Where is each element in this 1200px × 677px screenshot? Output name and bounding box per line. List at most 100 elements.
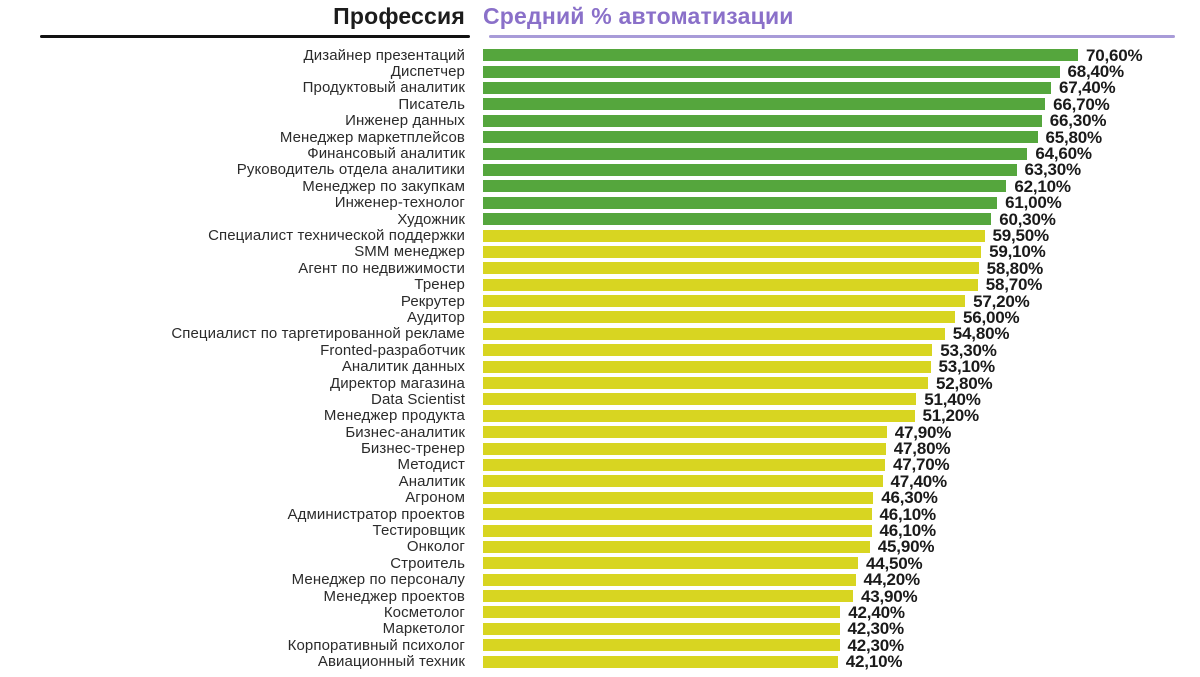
bar-area: 61,00% [483, 194, 1062, 211]
bar [483, 163, 1017, 176]
profession-label: Корпоративный психолог [287, 636, 465, 654]
chart-row: Корпоративный психолог 42,30% [0, 635, 1200, 655]
bar-area: 60,30% [483, 211, 1056, 228]
chart-row: Агент по недвижимости 58,80% [0, 258, 1200, 278]
chart-row: Fronted-разработчик 53,30% [0, 340, 1200, 360]
chart-row: Бизнес-аналитик 47,90% [0, 423, 1200, 441]
bar-area: 68,40% [483, 63, 1124, 80]
bar [483, 458, 885, 471]
profession-label: Инженер данных [345, 112, 465, 130]
value-label: 51,40% [924, 389, 981, 409]
bar-area: 59,10% [483, 243, 1046, 260]
bar-area: 63,30% [483, 161, 1081, 178]
value-label: 58,80% [986, 258, 1044, 278]
bar-area: 70,60% [483, 47, 1143, 64]
bar [483, 213, 992, 226]
value-label: 42,30% [847, 619, 905, 639]
bar-area: 67,40% [483, 78, 1116, 98]
chart-row: Тренер 58,70% [0, 276, 1200, 293]
profession-label: Рекрутер [400, 292, 465, 310]
profession-label: Писатель [398, 95, 465, 113]
bar [483, 344, 933, 357]
chart-row: Онколог 45,90% [0, 538, 1200, 555]
bar-area: 58,70% [483, 276, 1042, 293]
value-label: 53,10% [938, 357, 996, 377]
profession-label: Косметолог [383, 603, 465, 621]
value-label: 59,50% [992, 226, 1050, 245]
bar [483, 65, 1060, 78]
bar [483, 180, 1007, 193]
bar [483, 262, 979, 275]
chart-row: Авиационный техник 42,10% [0, 653, 1200, 671]
profession-label: Авиационный техник [317, 653, 465, 671]
value-label: 59,10% [989, 242, 1046, 262]
bar [483, 360, 931, 373]
chart-row: Специалист по таргетированной рекламе 54,… [0, 324, 1200, 344]
chart-row: SMM менеджер 59,10% [0, 243, 1200, 261]
chart-row: Data Scientist 51,40% [0, 389, 1200, 409]
bar-area: 52,80% [483, 375, 993, 392]
profession-label: Специалист по таргетированной рекламе [171, 325, 465, 343]
bar [483, 475, 883, 488]
bar-area: 42,40% [483, 604, 905, 621]
profession-label: Data Scientist [371, 390, 465, 408]
value-label: 62,10% [1014, 176, 1071, 196]
bar [483, 606, 841, 619]
chart-row: Дизайнер презентаций 70,60% [0, 47, 1200, 64]
column-header-profession: Профессия [333, 3, 465, 29]
value-label: 44,20% [863, 570, 921, 590]
bar [483, 278, 978, 291]
chart-row: Менеджер проектов 43,90% [0, 586, 1200, 606]
profession-label: Менеджер маркетплейсов [279, 128, 465, 146]
bar [483, 393, 917, 406]
bar-area: 59,50% [483, 227, 1049, 244]
bar-area: 62,10% [483, 178, 1071, 195]
bar-area: 43,90% [483, 586, 918, 606]
bar [483, 524, 872, 537]
value-label: 64,60% [1035, 144, 1092, 164]
profession-label: Аудитор [406, 308, 465, 326]
bar [483, 442, 886, 455]
value-label: 51,20% [922, 406, 980, 426]
value-label: 54,80% [952, 324, 1010, 344]
bar [483, 245, 982, 258]
profession-label: Специалист технической поддержки [208, 226, 465, 244]
value-label: 43,90% [861, 586, 918, 606]
value-label: 63,30% [1024, 160, 1082, 180]
bar [483, 655, 838, 668]
bar-area: 42,10% [483, 653, 902, 670]
chart-row: Аудитор 56,00% [0, 308, 1200, 326]
bar-area: 46,10% [483, 506, 936, 523]
chart-row: Агроном 46,30% [0, 489, 1200, 506]
chart-row: Бизнес-тренер 47,80% [0, 440, 1200, 457]
chart-row: Менеджер продукта 51,20% [0, 406, 1200, 426]
value-label: 67,40% [1059, 78, 1116, 98]
bar [483, 426, 887, 439]
profession-label: Менеджер по закупкам [302, 177, 465, 195]
chart-row: Художник 60,30% [0, 211, 1200, 228]
chart-rows: Дизайнер презентаций 70,60% Диспетчер 68,40… [0, 47, 1200, 670]
bar [483, 327, 945, 340]
profession-label: Менеджер проектов [323, 587, 465, 605]
bar-area: 47,40% [483, 473, 947, 490]
profession-label: Fronted-разработчик [320, 341, 465, 359]
value-label: 53,30% [940, 340, 997, 360]
profession-label: Директор магазина [329, 374, 465, 392]
profession-label: Бизнес-аналитик [345, 423, 465, 441]
value-label: 42,30% [847, 635, 905, 655]
value-label: 61,00% [1005, 193, 1062, 213]
bar [483, 622, 840, 635]
value-label: 58,70% [985, 275, 1043, 295]
bar [483, 131, 1038, 144]
value-label: 65,80% [1045, 127, 1103, 147]
bar [483, 229, 985, 242]
profession-label: Аналитик [398, 472, 465, 490]
bar [483, 573, 856, 586]
profession-label: Аналитик данных [341, 358, 465, 376]
value-label: 47,70% [893, 455, 950, 475]
bar [483, 311, 955, 324]
chart-row: Маркетолог 42,30% [0, 619, 1200, 639]
profession-label: SMM менеджер [354, 243, 465, 261]
value-label: 46,10% [879, 521, 937, 541]
